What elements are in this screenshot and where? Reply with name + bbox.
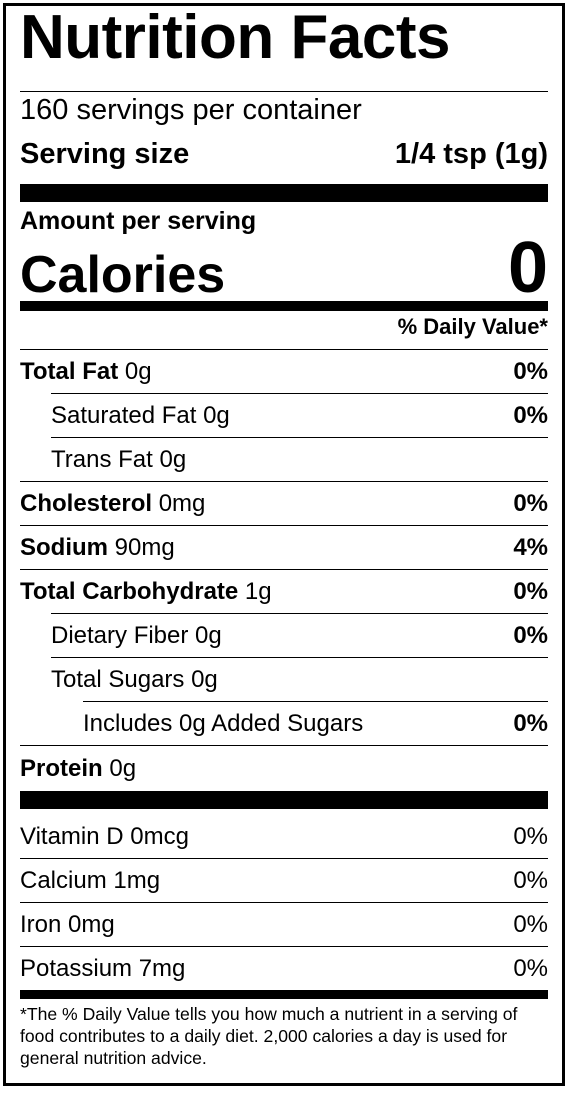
nutrient-row-total-carbohydrate: Total Carbohydrate 1g 0% [20, 570, 548, 613]
nutrient-row-total-fat: Total Fat 0g 0% [20, 350, 548, 393]
thick-divider [20, 184, 548, 202]
divider [83, 701, 548, 702]
serving-size-value: 1/4 tsp (1g) [394, 138, 548, 170]
vitamin-name: Potassium 7mg [20, 954, 186, 982]
serving-size-row: Serving size 1/4 tsp (1g) [20, 138, 548, 171]
amount-per-serving: Amount per serving [20, 207, 257, 235]
vitamin-name: Vitamin D 0mcg [20, 822, 189, 850]
divider [20, 902, 548, 903]
vitamin-name: Calcium 1mg [20, 866, 161, 894]
vitamin-daily-value: 0% [513, 822, 548, 850]
vitamin-row-vitamin-d: Vitamin D 0mcg 0% [20, 815, 548, 858]
serving-size-label: Serving size [20, 138, 190, 170]
divider [20, 946, 548, 947]
nutrient-row-saturated-fat: Saturated Fat 0g 0% [20, 394, 548, 437]
nutrient-amount: 0g [124, 357, 152, 385]
servings-per-container: 160 servings per container [20, 94, 362, 126]
daily-value-header: % Daily Value* [397, 314, 548, 339]
calories-row: Calories 0 [20, 224, 548, 312]
daily-value-footnote: *The % Daily Value tells you how much a … [20, 1004, 518, 1068]
label-title: Nutrition Facts [20, 3, 450, 72]
divider [20, 858, 548, 859]
nutrient-name: Trans Fat 0g [51, 445, 187, 473]
nutrient-row-dietary-fiber: Dietary Fiber 0g 0% [20, 614, 548, 657]
nutrient-daily-value: 0% [513, 401, 548, 429]
nutrient-name: Cholesterol [20, 489, 153, 517]
vitamin-row-iron: Iron 0mg 0% [20, 903, 548, 946]
divider [51, 657, 548, 658]
vitamin-daily-value: 0% [513, 910, 548, 938]
nutrient-name: Total Carbohydrate [20, 577, 239, 605]
divider [51, 437, 548, 438]
divider [20, 349, 548, 350]
nutrient-row-protein: Protein 0g [20, 747, 548, 790]
label-content: Nutrition Facts 160 servings per contain… [20, 3, 548, 1083]
nutrient-daily-value: 4% [513, 533, 548, 561]
nutrient-amount: 90mg [114, 533, 175, 561]
medium-divider [20, 301, 548, 311]
divider [20, 525, 548, 526]
nutrient-daily-value: 0% [513, 357, 548, 385]
nutrient-amount: 0mg [158, 489, 206, 517]
nutrient-amount: 0g [109, 754, 137, 782]
calories-value: 0 [507, 228, 548, 308]
thick-divider [20, 791, 548, 809]
divider [20, 481, 548, 482]
nutrient-name: Sodium [20, 533, 108, 561]
vitamin-row-calcium: Calcium 1mg 0% [20, 859, 548, 902]
nutrient-daily-value: 0% [513, 709, 548, 737]
nutrient-row-cholesterol: Cholesterol 0mg 0% [20, 482, 548, 525]
divider [20, 745, 548, 746]
vitamin-name: Iron 0mg [20, 910, 115, 938]
vitamin-row-potassium: Potassium 7mg 0% [20, 947, 548, 990]
nutrient-row-trans-fat: Trans Fat 0g [20, 438, 548, 481]
nutrient-row-total-sugars: Total Sugars 0g [20, 658, 548, 701]
nutrient-amount: 1g [244, 577, 272, 605]
calories-label: Calories [20, 246, 226, 304]
nutrient-name: Saturated Fat 0g [51, 401, 230, 429]
nutrient-row-added-sugars: Includes 0g Added Sugars 0% [20, 702, 548, 745]
nutrition-facts-label: Nutrition Facts 160 servings per contain… [3, 3, 565, 1086]
nutrient-daily-value: 0% [513, 621, 548, 649]
nutrient-name: Total Fat [20, 357, 119, 385]
medium-divider [20, 990, 548, 999]
divider [51, 393, 548, 394]
nutrient-name: Dietary Fiber 0g [51, 621, 222, 649]
nutrient-name: Includes 0g Added Sugars [83, 709, 364, 737]
nutrient-daily-value: 0% [513, 489, 548, 517]
divider [20, 569, 548, 570]
nutrient-daily-value: 0% [513, 577, 548, 605]
vitamin-daily-value: 0% [513, 954, 548, 982]
nutrient-row-sodium: Sodium 90mg 4% [20, 526, 548, 569]
vitamin-daily-value: 0% [513, 866, 548, 894]
divider [20, 91, 548, 92]
nutrient-name: Protein [20, 754, 103, 782]
divider [51, 613, 548, 614]
nutrient-name: Total Sugars 0g [51, 665, 218, 693]
